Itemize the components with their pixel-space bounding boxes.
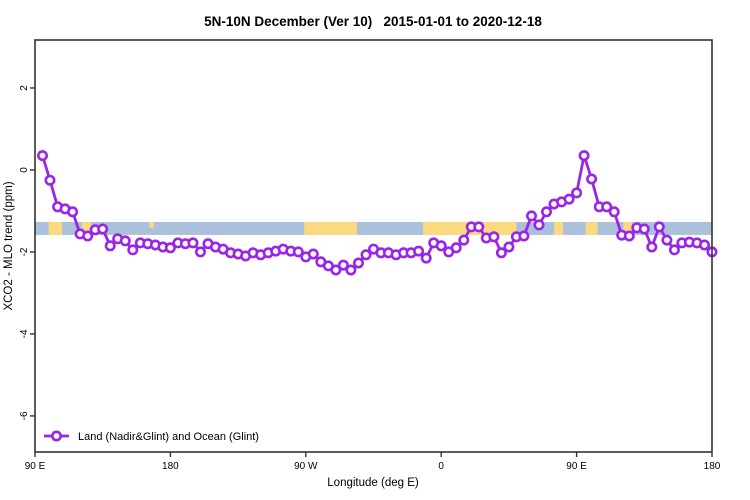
data-point <box>82 230 94 242</box>
map-band-land <box>81 221 91 235</box>
data-point <box>578 150 590 162</box>
data-point <box>44 174 56 186</box>
x-tick-label: 180 <box>704 461 721 472</box>
data-point <box>668 244 680 256</box>
data-point <box>36 150 48 162</box>
legend-label: Land (Nadir&Glint) and Ocean (Glint) <box>78 431 259 443</box>
x-tick-label: 90 E <box>25 461 46 472</box>
data-point <box>307 248 319 260</box>
data-point <box>518 230 530 242</box>
data-point <box>67 206 79 218</box>
legend-marker-icon <box>50 430 62 442</box>
y-tick-label: -4 <box>19 329 30 338</box>
data-point <box>661 234 673 246</box>
x-axis-label: Longitude (deg E) <box>327 477 419 489</box>
data-point <box>601 201 613 213</box>
data-point <box>488 231 500 243</box>
map-band-land <box>554 221 564 235</box>
y-tick-label: 2 <box>19 85 30 91</box>
data-point <box>164 242 176 254</box>
data-point <box>119 235 131 247</box>
data-point <box>540 206 552 218</box>
data-point <box>352 257 364 269</box>
x-tick-label: 90 E <box>566 461 587 472</box>
data-point <box>586 173 598 185</box>
data-series-layer <box>36 150 718 276</box>
y-tick-label: 0 <box>19 167 30 173</box>
data-point <box>495 247 507 259</box>
data-point <box>608 206 620 218</box>
x-tick-label: 180 <box>162 461 179 472</box>
axes-layer: 90 E 180 90 W 0 90 E 180 2 0 -2 -4 -6 <box>19 39 721 472</box>
data-point <box>187 237 199 249</box>
y-tick-label: -6 <box>19 411 30 420</box>
data-point <box>104 240 116 252</box>
data-point <box>195 246 207 258</box>
data-point <box>337 259 349 271</box>
data-point <box>345 264 357 276</box>
data-point <box>525 210 537 222</box>
data-point <box>638 223 650 235</box>
y-axis-label: XCO2 - MLO trend (ppm) <box>3 181 15 310</box>
data-point <box>413 245 425 257</box>
data-point <box>653 221 665 233</box>
data-point <box>458 234 470 246</box>
map-band-land <box>623 221 633 235</box>
map-band-land <box>304 221 357 235</box>
data-point <box>127 244 139 256</box>
legend: Land (Nadir&Glint) and Ocean (Glint) <box>44 430 259 443</box>
data-point <box>473 221 485 233</box>
x-tick-label: 0 <box>438 461 444 472</box>
data-point <box>623 230 635 242</box>
data-point <box>292 246 304 258</box>
data-point <box>450 242 462 254</box>
data-point <box>97 223 109 235</box>
y-tick-label: -2 <box>19 247 30 256</box>
map-band-ocean <box>35 221 712 235</box>
data-point <box>646 241 658 253</box>
data-point <box>563 193 575 205</box>
data-point <box>360 249 372 261</box>
map-band-land <box>585 221 598 235</box>
map-band-land <box>48 221 63 235</box>
map-band-layer <box>35 221 712 235</box>
chart-title: 5N-10N December (Ver 10) 2015-01-01 to 2… <box>204 14 542 29</box>
data-point <box>503 241 515 253</box>
data-point <box>435 240 447 252</box>
data-point <box>330 264 342 276</box>
plot-frame <box>34 39 713 453</box>
data-point <box>571 187 583 199</box>
map-band-land-speck <box>149 221 154 228</box>
data-point <box>698 239 710 251</box>
data-point <box>420 252 432 264</box>
x-tick-label: 90 W <box>294 461 318 472</box>
data-point <box>533 219 545 231</box>
